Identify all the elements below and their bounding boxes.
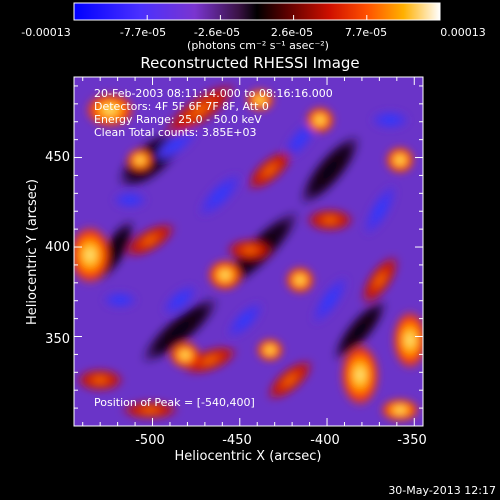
colorbar-tick-label: 0.00013 bbox=[440, 26, 486, 39]
colorbar-tick-marks bbox=[73, 15, 441, 20]
colorbar: -0.00013 -7.7e-05 -2.6e-05 2.6e-05 7.7e-… bbox=[21, 2, 486, 52]
y-axis-ticks bbox=[74, 85, 423, 427]
y-tick-label: 400 bbox=[45, 240, 70, 255]
rhessi-image bbox=[74, 77, 423, 426]
x-axis-ticks bbox=[82, 77, 415, 426]
time-range-text: 20-Feb-2003 08:11:14.000 to 08:16:16.000 bbox=[94, 87, 333, 100]
colorbar-tick-label: -7.7e-05 bbox=[120, 26, 166, 39]
x-tick-label: -400 bbox=[310, 433, 340, 448]
x-tick-label: -350 bbox=[397, 433, 427, 448]
colorbar-tick-label: -0.00013 bbox=[21, 26, 70, 39]
y-axis: 450 400 350 Heliocentric Y (arcsec) bbox=[25, 150, 70, 347]
colorbar-tick-label: -2.6e-05 bbox=[194, 26, 240, 39]
observation-info: 20-Feb-2003 08:11:14.000 to 08:16:16.000… bbox=[94, 87, 333, 409]
x-axis-label: Heliocentric X (arcsec) bbox=[175, 449, 322, 464]
clean-counts-text: Clean Total counts: 3.85E+03 bbox=[94, 126, 257, 139]
energy-range-text: Energy Range: 25.0 - 50.0 keV bbox=[94, 113, 262, 126]
detectors-text: Detectors: 4F 5F 6F 7F 8F, Att 0 bbox=[94, 100, 269, 113]
colorbar-tick-label: 2.6e-05 bbox=[271, 26, 313, 39]
footer-timestamp: 30-May-2013 12:17 bbox=[388, 484, 496, 497]
colorbar-gradient bbox=[73, 2, 441, 21]
plot-title: Reconstructed RHESSI Image bbox=[140, 54, 359, 72]
x-axis: -500 -450 -400 -350 Heliocentric X (arcs… bbox=[135, 433, 427, 464]
x-tick-label: -500 bbox=[135, 433, 165, 448]
y-axis-label: Heliocentric Y (arcsec) bbox=[25, 179, 40, 325]
peak-position-text: Position of Peak = [-540,400] bbox=[94, 396, 255, 409]
colorbar-units: (photons cm⁻² s⁻¹ asec⁻²) bbox=[187, 39, 329, 52]
y-tick-label: 350 bbox=[45, 332, 70, 347]
colorbar-tick-label: 7.7e-05 bbox=[345, 26, 387, 39]
x-tick-label: -450 bbox=[222, 433, 252, 448]
plot-frame bbox=[73, 76, 424, 427]
y-tick-label: 450 bbox=[45, 150, 70, 165]
